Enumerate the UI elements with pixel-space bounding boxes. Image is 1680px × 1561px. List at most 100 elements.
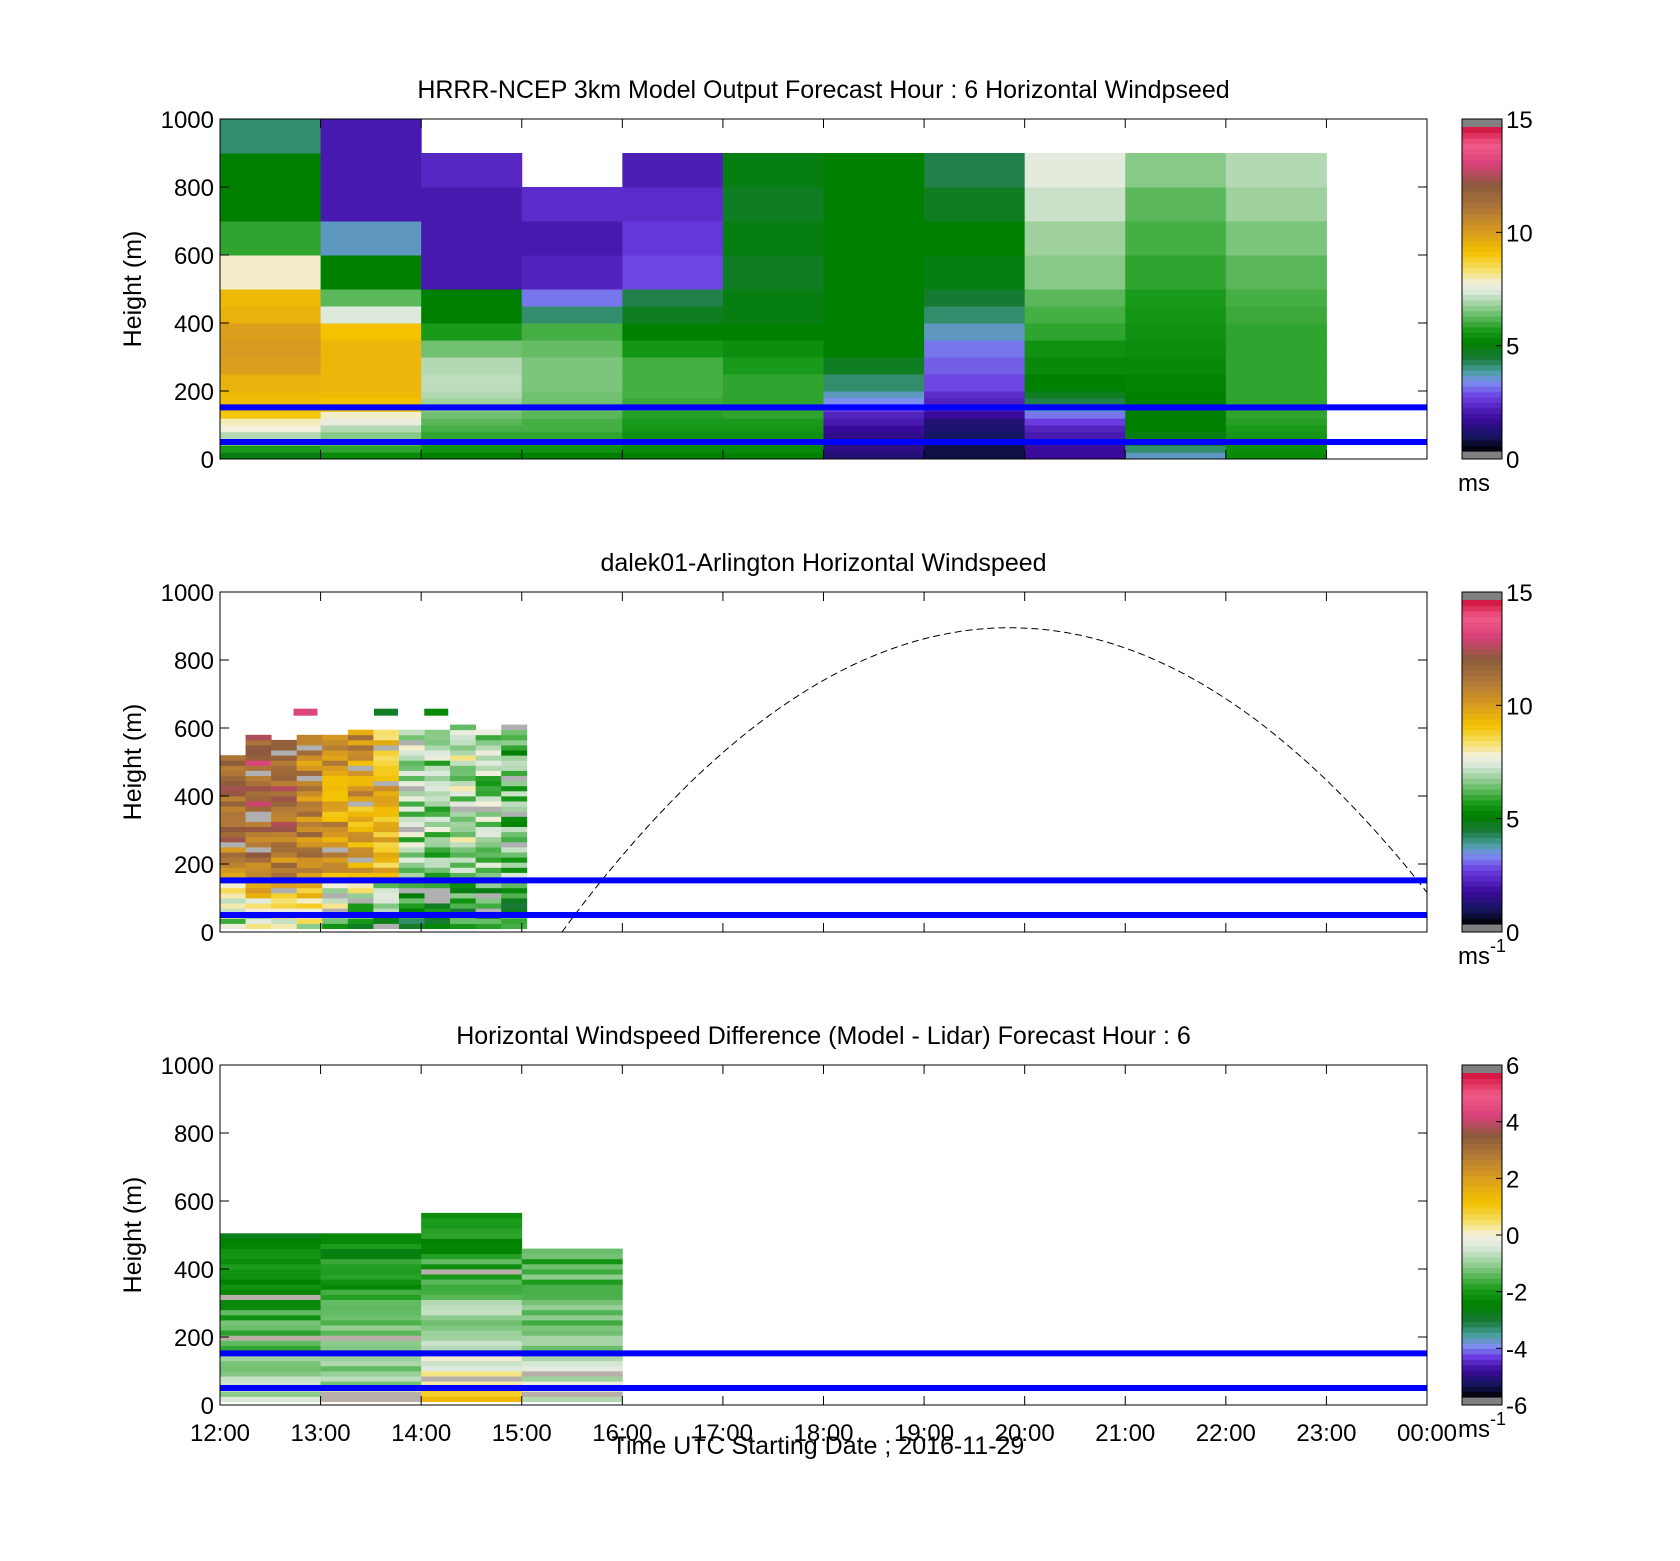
colorbar-swatch xyxy=(1462,402,1502,409)
difference-cell xyxy=(220,1238,321,1244)
model-cell xyxy=(1125,391,1227,399)
lidar-cell xyxy=(475,785,502,792)
model-cell xyxy=(320,431,422,440)
lidar-cell xyxy=(296,882,323,889)
difference-cell xyxy=(320,1376,422,1382)
lidar-cell xyxy=(245,918,272,924)
lidar-cell xyxy=(347,796,374,802)
lidar-cell xyxy=(501,847,528,853)
y-tick-label: 0 xyxy=(201,1393,214,1420)
difference-cell xyxy=(220,1391,321,1397)
model-cell xyxy=(1125,221,1227,256)
lidar-cell xyxy=(271,739,298,746)
colorbar-swatch xyxy=(1462,1170,1502,1177)
lidar-cell xyxy=(322,852,349,858)
lidar-cell xyxy=(450,801,477,807)
colorbar-swatch xyxy=(1462,283,1502,290)
lidar-cell xyxy=(271,775,298,782)
y-tick-label: 600 xyxy=(174,243,214,270)
lidar-cell xyxy=(245,892,272,899)
colorbar-swatch xyxy=(1462,429,1502,436)
difference-cell xyxy=(521,1269,623,1275)
difference-cell xyxy=(220,1335,321,1341)
model-cell xyxy=(521,374,623,392)
model-cell xyxy=(1024,221,1126,256)
colorbar-underflow xyxy=(1462,1397,1502,1405)
lidar-cell xyxy=(424,862,451,868)
lidar-cell xyxy=(373,739,400,746)
colorbar-swatch xyxy=(1462,213,1502,220)
colorbar-swatch xyxy=(1462,386,1502,393)
model-cell xyxy=(421,153,523,188)
model-cell xyxy=(521,431,623,440)
model-cell xyxy=(1024,187,1126,222)
difference-cell xyxy=(421,1253,523,1260)
model-cell xyxy=(1125,431,1227,440)
colorbar-swatch xyxy=(1462,1089,1502,1096)
difference-cell xyxy=(421,1330,523,1336)
model-cell xyxy=(622,374,724,392)
difference-cell xyxy=(320,1269,422,1275)
difference-cell xyxy=(421,1223,523,1229)
lidar-cell xyxy=(501,821,528,827)
colorbar-swatch xyxy=(1462,691,1502,698)
lidar-cell xyxy=(322,816,349,822)
lidar-cell xyxy=(450,836,477,843)
colorbar-swatch xyxy=(1462,1186,1502,1193)
model-cell xyxy=(521,391,623,399)
colorbar-swatch xyxy=(1462,278,1502,285)
difference-cell xyxy=(320,1248,422,1255)
colorbar-swatch xyxy=(1462,1148,1502,1155)
lidar-cell xyxy=(271,785,298,792)
colorbar-swatch xyxy=(1462,1224,1502,1231)
difference-cell xyxy=(521,1294,623,1300)
lidar-cell xyxy=(475,857,502,863)
lidar-cell xyxy=(398,760,425,766)
lidar-cell xyxy=(501,826,528,833)
difference-cell xyxy=(320,1238,422,1244)
colorbar-swatch xyxy=(1462,202,1502,209)
model-cell xyxy=(320,397,422,406)
lidar-cell xyxy=(475,882,502,889)
lidar-cell xyxy=(398,852,425,858)
y-tick-label: 800 xyxy=(174,648,214,675)
lidar-cell xyxy=(475,898,502,904)
model-cell xyxy=(722,391,824,399)
lidar-cell xyxy=(220,785,246,792)
difference-cell xyxy=(421,1238,523,1244)
model-cell xyxy=(1024,418,1126,426)
y-axis-label: Height (m) xyxy=(119,231,147,348)
lidar-cell xyxy=(296,734,323,741)
colorbar-swatch xyxy=(1462,907,1502,914)
lidar-cell xyxy=(322,765,349,771)
lidar-cell xyxy=(398,898,425,904)
y-axis-label: Height (m) xyxy=(119,704,147,821)
model-cell xyxy=(220,289,322,307)
lidar-cell xyxy=(373,836,400,843)
lidar-cell xyxy=(322,903,349,909)
lidar-cell xyxy=(271,918,298,924)
model-cell xyxy=(421,411,523,419)
colorbar-swatch xyxy=(1462,1386,1502,1393)
model-cell xyxy=(320,418,422,426)
dashed-curve xyxy=(561,627,1428,933)
colorbar-swatch xyxy=(1462,391,1502,398)
x-tick-label: 17:00 xyxy=(693,1420,753,1447)
lidar-cell xyxy=(347,826,374,833)
colorbar-swatch xyxy=(1462,1375,1502,1382)
difference-cell xyxy=(421,1284,523,1290)
lidar-cell xyxy=(322,796,349,802)
lidar-cell xyxy=(450,785,477,792)
model-cell xyxy=(924,323,1026,341)
lidar-cell xyxy=(271,760,298,766)
model-cell xyxy=(1024,431,1126,440)
lidar-cell xyxy=(271,847,298,853)
colorbar-swatch xyxy=(1462,1240,1502,1247)
model-cell xyxy=(421,431,523,440)
colorbar-tick-label: 10 xyxy=(1506,220,1533,247)
lidar-cell xyxy=(296,872,323,878)
lidar-cell xyxy=(220,821,246,827)
lidar-cell xyxy=(347,734,374,741)
model-cell xyxy=(320,119,422,154)
model-cell xyxy=(521,418,623,426)
